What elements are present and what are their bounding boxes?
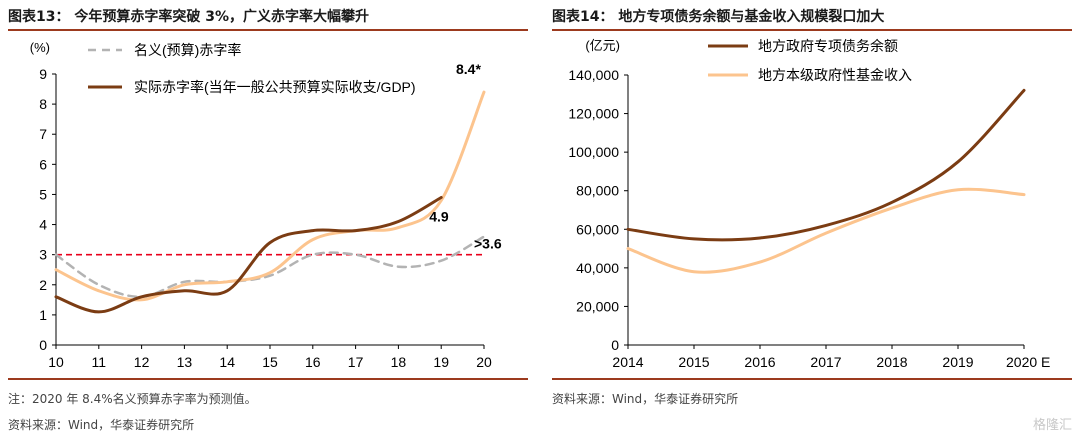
annotation-8-4: 8.4* [456,61,481,77]
y-tick-label: 40,000 [576,260,619,276]
y-tick-label: 120,000 [568,106,619,122]
y-tick-label: 2 [39,277,47,293]
x-tick-label: 2014 [612,354,643,370]
y-tick-label: 4 [39,217,47,233]
y-tick-label: 3 [39,247,47,263]
y-tick-label: 0 [611,337,619,353]
y-axis-label: (%) [30,40,50,55]
legend-label-actual: 实际赤字率(当年一般公共预算实际收支/GDP) [134,79,416,95]
right-bottom-rule [552,378,1072,380]
y-tick-label: 20,000 [576,298,619,314]
series-line-0 [54,235,486,299]
y-tick-label: 140,000 [568,67,619,83]
legend-label-debt: 地方政府专项债务余额 [758,38,898,54]
x-tick-label: 10 [48,354,64,370]
x-tick-label: 2017 [810,354,841,370]
y-tick-label: 1 [39,307,47,323]
y-axis-label: (亿元) [585,38,620,53]
series-line-1 [54,196,443,314]
x-tick-label: 13 [177,354,193,370]
x-tick-label: 2015 [678,354,709,370]
y-tick-label: 9 [39,66,47,82]
legend-label-nominal: 名义(预算)赤字率 [134,42,241,58]
left-bottom-rule [8,378,528,380]
x-tick-label: 18 [391,354,407,370]
annotation-3-6: >3.6 [474,236,502,252]
x-tick-label: 20 [476,354,492,370]
x-tick-label: 2020 E [1006,354,1050,370]
x-tick-label: 15 [262,354,278,370]
left-top-rule [8,29,528,31]
x-tick-label: 17 [348,354,364,370]
x-tick-label: 16 [305,354,321,370]
y-tick-label: 6 [39,156,47,172]
series-line-2 [54,90,486,302]
y-tick-label: 80,000 [576,183,619,199]
annotation-4-9: 4.9 [429,208,449,224]
y-tick-label: 7 [39,126,47,142]
y-tick-label: 60,000 [576,221,619,237]
right-source: 资料来源：Wind，华泰证券研究所 [552,392,739,406]
x-tick-label: 2019 [942,354,973,370]
legend-label-fund: 地方本级政府性基金收入 [758,67,912,83]
x-tick-label: 11 [92,354,107,370]
left-source: 资料来源：Wind，华泰证券研究所 [8,418,195,432]
left-chart-title: 图表13： 今年预算赤字率突破 3%，广义赤字率大幅攀升 [8,9,369,25]
x-tick-label: 19 [433,354,449,370]
series-line-1 [626,187,1026,274]
left-note: 注：2020 年 8.4%名义预算赤字率为预测值。 [8,392,257,406]
debt-vs-fund-income-chart: (亿元) 0 20,000 40,000 60,000 80,000 100,000 120,… [568,38,1050,370]
x-tick-label: 14 [219,354,235,370]
right-chart-title: 图表14： 地方专项债务余额与基金收入规模裂口加大 [552,9,885,25]
x-tick-label: 2018 [876,354,907,370]
y-tick-label: 100,000 [568,144,619,160]
y-tick-label: 0 [39,337,47,353]
series-line-0 [626,88,1026,242]
x-tick-label: 12 [134,354,150,370]
y-tick-label: 8 [39,96,47,112]
x-tick-label: 2016 [744,354,775,370]
y-tick-label: 5 [39,186,47,202]
right-top-rule [552,29,1072,31]
watermark: 格隆汇 [1032,418,1072,433]
